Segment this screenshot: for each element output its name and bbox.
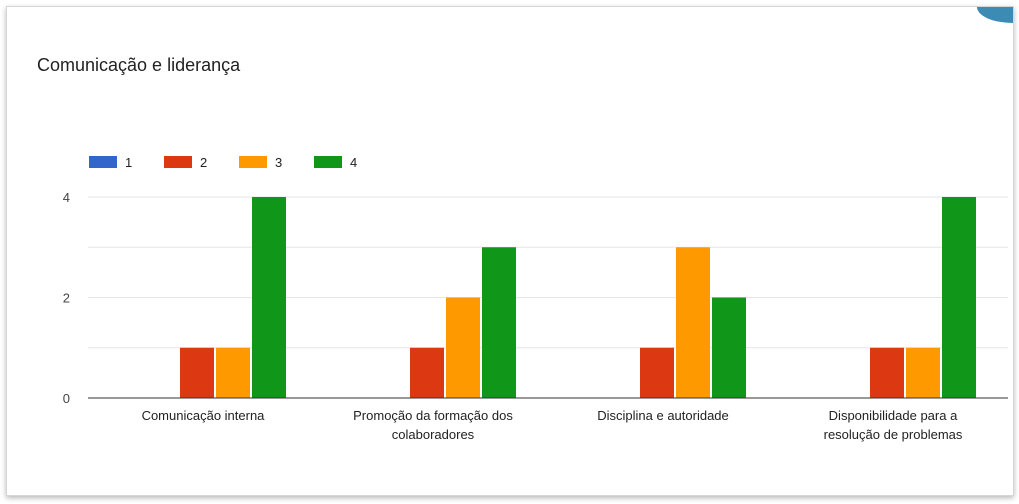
legend-swatch-4 xyxy=(314,156,342,168)
bar-3-2[interactable] xyxy=(446,297,480,399)
bar-4-2[interactable] xyxy=(482,247,516,398)
legend: 1 2 3 4 xyxy=(89,155,357,170)
axes: 0 2 4 Comunicação interna Promoção da formaç… xyxy=(63,190,1008,442)
y-tick-label: 0 xyxy=(63,391,70,406)
legend-label-4: 4 xyxy=(350,155,357,170)
legend-label-3: 3 xyxy=(275,155,282,170)
x-category-label: Disciplina e autoridade xyxy=(597,408,729,423)
bar-4-3[interactable] xyxy=(712,297,746,399)
x-category-label: Disponibilidade para a xyxy=(829,408,958,423)
bar-4-4[interactable] xyxy=(942,197,976,398)
bars xyxy=(180,197,976,398)
bar-3-1[interactable] xyxy=(216,347,250,398)
bar-3-3[interactable] xyxy=(676,247,710,398)
chart-title: Comunicação e liderança xyxy=(37,55,241,75)
x-category-label: Comunicação interna xyxy=(142,408,266,423)
y-tick-label: 2 xyxy=(63,291,70,306)
x-category-label: resolução de problemas xyxy=(824,427,963,442)
legend-swatch-1 xyxy=(89,156,117,168)
bar-3-4[interactable] xyxy=(906,347,940,398)
bar-2-3[interactable] xyxy=(640,347,674,398)
bar-4-1[interactable] xyxy=(252,197,286,398)
x-category-label: colaboradores xyxy=(392,427,475,442)
legend-label-1: 1 xyxy=(125,155,132,170)
legend-label-2: 2 xyxy=(200,155,207,170)
bar-2-1[interactable] xyxy=(180,347,214,398)
bar-2-2[interactable] xyxy=(410,347,444,398)
x-category-label: Promoção da formação dos xyxy=(353,408,513,423)
gridlines xyxy=(88,196,1008,349)
y-tick-label: 4 xyxy=(63,190,70,205)
bar-2-4[interactable] xyxy=(870,347,904,398)
legend-swatch-2 xyxy=(164,156,192,168)
legend-swatch-3 xyxy=(239,156,267,168)
